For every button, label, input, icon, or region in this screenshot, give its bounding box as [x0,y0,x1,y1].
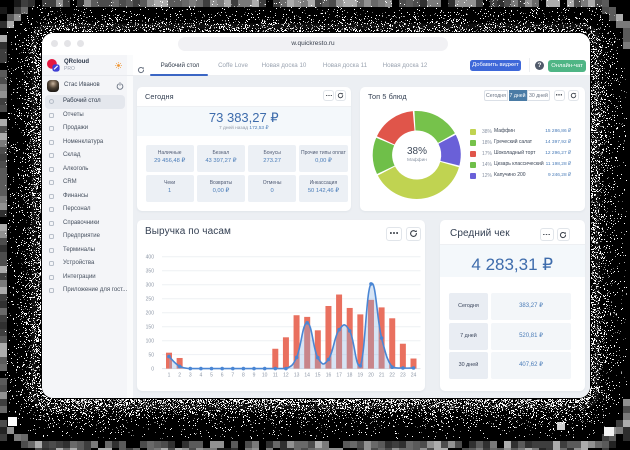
svg-text:16: 16 [326,373,332,379]
svg-text:12: 12 [283,373,289,379]
svg-text:8: 8 [242,373,245,379]
svg-text:2: 2 [178,373,181,379]
svg-text:100: 100 [146,339,155,345]
svg-text:300: 300 [146,283,155,289]
svg-text:350: 350 [146,269,155,275]
svg-text:4: 4 [200,373,203,379]
svg-text:21: 21 [379,373,385,379]
svg-text:3: 3 [189,373,192,379]
svg-text:1: 1 [168,373,171,379]
svg-text:0: 0 [151,366,154,372]
svg-text:9: 9 [253,373,256,379]
svg-text:23: 23 [400,373,406,379]
svg-text:10: 10 [262,373,268,379]
svg-text:7: 7 [231,373,234,379]
svg-text:150: 150 [146,325,155,331]
svg-text:14: 14 [304,373,310,379]
svg-text:20: 20 [368,373,374,379]
svg-text:11: 11 [273,373,278,379]
svg-text:400: 400 [146,255,155,261]
svg-text:6: 6 [221,373,224,379]
svg-text:50: 50 [148,352,154,358]
svg-text:5: 5 [210,373,213,379]
svg-text:22: 22 [389,373,395,379]
svg-text:250: 250 [146,297,155,303]
svg-text:18: 18 [347,373,353,379]
svg-text:13: 13 [294,373,300,379]
svg-text:24: 24 [411,373,417,379]
svg-text:17: 17 [336,373,342,379]
svg-text:200: 200 [146,311,155,317]
svg-text:19: 19 [358,373,364,379]
svg-text:15: 15 [315,373,321,379]
